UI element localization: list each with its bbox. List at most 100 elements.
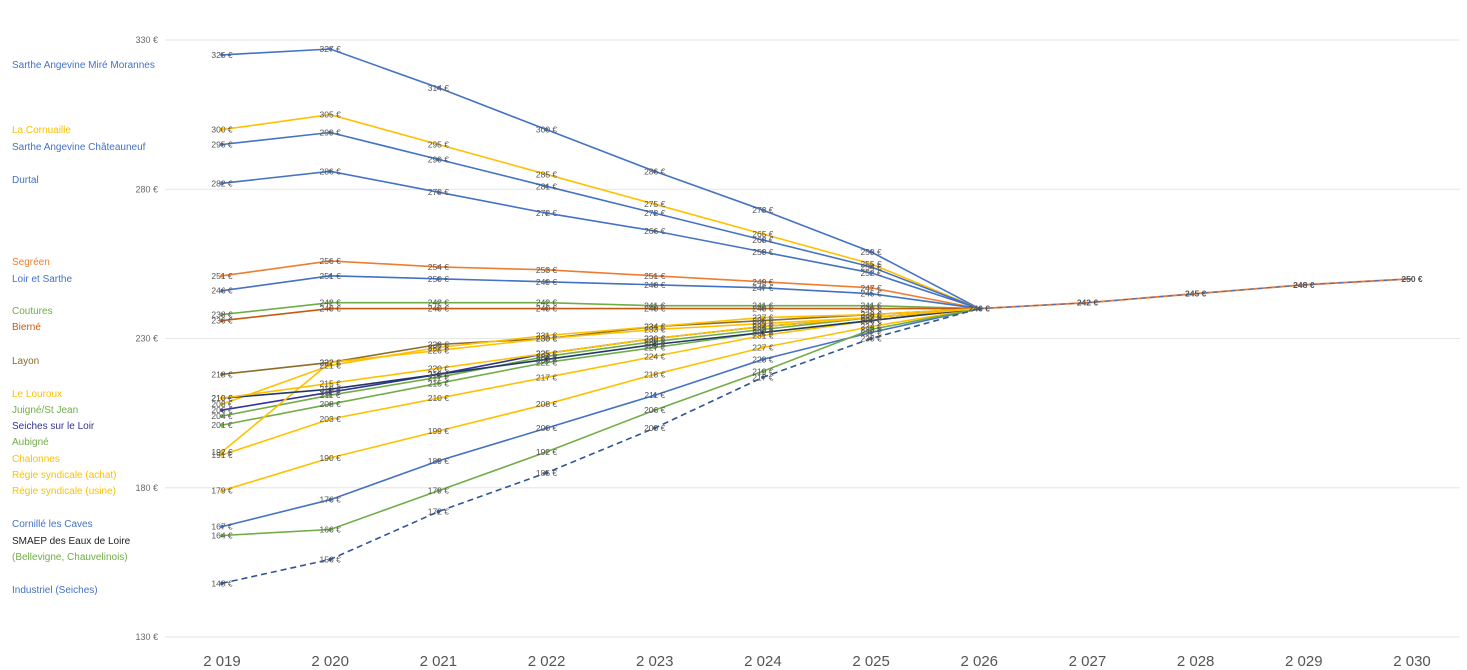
y-tick-label: 330 € [135, 35, 158, 45]
data-label: 222 € [320, 357, 342, 367]
data-label: 240 € [320, 304, 342, 314]
data-label: 236 € [860, 316, 882, 326]
data-point [869, 330, 873, 335]
legend-item: Sarthe Angevine Châteauneuf [12, 142, 146, 153]
data-label: 167 € [211, 522, 233, 532]
data-point [436, 459, 441, 463]
data-label: 203 € [320, 414, 342, 424]
data-point [544, 351, 549, 356]
data-label: 263 € [752, 235, 774, 245]
data-label: 218 € [644, 369, 666, 379]
x-tick-label: 2 022 [528, 653, 566, 670]
data-point [220, 533, 224, 538]
data-point [436, 306, 441, 311]
data-point [544, 450, 549, 454]
data-point [652, 426, 657, 430]
y-tick-label: 280 € [135, 184, 158, 194]
legend-item: Aubigné [12, 437, 49, 448]
data-point [869, 265, 873, 269]
series-line [221, 170, 980, 310]
data-label: 305 € [320, 110, 342, 120]
data-label: 208 € [320, 399, 342, 409]
data-label: 225 € [536, 348, 558, 358]
legend-item: Bierné [12, 322, 41, 333]
data-label: 224 € [644, 351, 666, 361]
data-label: 241 € [860, 301, 882, 311]
x-tick-label: 2 019 [203, 653, 241, 670]
data-label: 237 € [860, 313, 882, 323]
data-point [869, 285, 873, 290]
data-point [220, 450, 224, 454]
data-label: 314 € [428, 83, 450, 93]
y-tick-label: 230 € [135, 334, 158, 344]
legend-item: Segréen [12, 257, 50, 268]
data-label: 223 € [752, 354, 774, 364]
data-point [328, 130, 332, 135]
data-label: 300 € [211, 125, 233, 135]
data-point [652, 324, 657, 329]
series-line [221, 307, 980, 537]
data-label: 286 € [320, 166, 342, 176]
data-label: 176 € [320, 495, 342, 505]
series-line [221, 307, 980, 399]
legend-item: Le Louroux [12, 389, 63, 400]
data-point [869, 250, 873, 254]
data-label: 236 € [752, 316, 774, 326]
data-label: 240 € [536, 304, 558, 314]
data-label: 217 € [752, 372, 774, 382]
data-point [328, 300, 332, 305]
data-label: 225 € [536, 348, 558, 358]
data-point [436, 381, 441, 386]
data-point [220, 408, 224, 412]
data-point [869, 318, 873, 323]
data-point [869, 315, 873, 320]
data-point [328, 259, 332, 263]
data-label: 325 € [211, 50, 233, 60]
data-label: 234 € [644, 322, 666, 332]
data-label: 213 € [320, 384, 342, 394]
x-tick-label: 2 029 [1285, 653, 1323, 670]
series-line [221, 48, 980, 310]
data-point [544, 127, 549, 132]
data-label: 238 € [860, 310, 882, 320]
data-point [544, 279, 549, 284]
data-point [220, 402, 224, 406]
legend-item: Coutures [12, 306, 53, 317]
data-label: 240 € [752, 304, 774, 314]
data-label: 217 € [536, 372, 558, 382]
data-label: 285 € [536, 169, 558, 179]
data-label: 236 € [211, 316, 233, 326]
data-label: 211 € [644, 390, 665, 400]
data-label: 218 € [428, 369, 450, 379]
data-point [220, 372, 224, 377]
y-axis-ticks: 330 € 280 € 230 € 180 € 130 € [135, 35, 158, 642]
data-label: 210 € [428, 393, 450, 403]
data-point [761, 327, 765, 332]
data-label: 231 € [536, 331, 558, 341]
data-point [761, 333, 765, 338]
x-tick-label: 2 025 [852, 653, 890, 670]
data-point [652, 342, 657, 347]
legend-item: Juigné/St Jean [12, 405, 79, 416]
data-label: 251 € [644, 271, 666, 281]
data-label: 236 € [860, 316, 882, 326]
data-point [544, 268, 549, 272]
data-label: 236 € [860, 316, 882, 326]
data-point [220, 488, 224, 493]
legend-item: Sarthe Angevine Miré Morannes [12, 60, 155, 71]
legend-item: Layon [12, 356, 40, 367]
legend-item: SMAEP des Eaux de Loire [12, 536, 131, 547]
data-label: 249 € [752, 277, 774, 287]
data-label: 192 € [536, 447, 558, 457]
data-point [869, 262, 873, 266]
data-point [761, 369, 765, 374]
data-point [869, 324, 873, 329]
data-point [652, 336, 657, 341]
data-point [328, 390, 332, 395]
data-point [869, 327, 873, 332]
legend-item: Régie syndicale (usine) [12, 486, 116, 497]
data-label: 228 € [428, 339, 450, 349]
data-label: 290 € [428, 154, 450, 164]
data-label: 273 € [752, 205, 774, 215]
data-label: 230 € [644, 334, 666, 344]
